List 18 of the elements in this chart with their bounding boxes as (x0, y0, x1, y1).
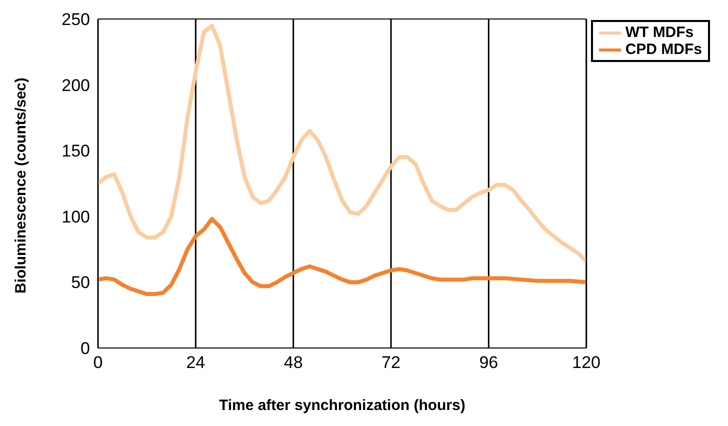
legend-label: WT MDFs (625, 24, 694, 41)
x-tick-label: 72 (382, 353, 400, 372)
x-tick-label: 48 (284, 353, 303, 372)
x-tick-label: 96 (479, 353, 498, 372)
x-tick-label: 0 (93, 353, 103, 372)
y-tick-label: 250 (62, 10, 90, 30)
y-tick-label: 200 (62, 76, 90, 95)
legend-label: CPD MDFs (625, 41, 702, 58)
y-tick-label: 50 (71, 273, 90, 292)
line-series (98, 217, 586, 296)
y-tick-label: 0 (80, 339, 90, 358)
x-tick-label: 24 (186, 353, 206, 372)
y-axis-title: Bioluminescence (counts/sec) (12, 78, 30, 294)
line-series (98, 24, 586, 264)
y-tick-label: 150 (62, 142, 90, 161)
x-tick-label: 120 (572, 353, 601, 372)
y-tick-label: 100 (62, 207, 90, 226)
x-axis-title: Time after synchronization (hours) (218, 397, 466, 414)
